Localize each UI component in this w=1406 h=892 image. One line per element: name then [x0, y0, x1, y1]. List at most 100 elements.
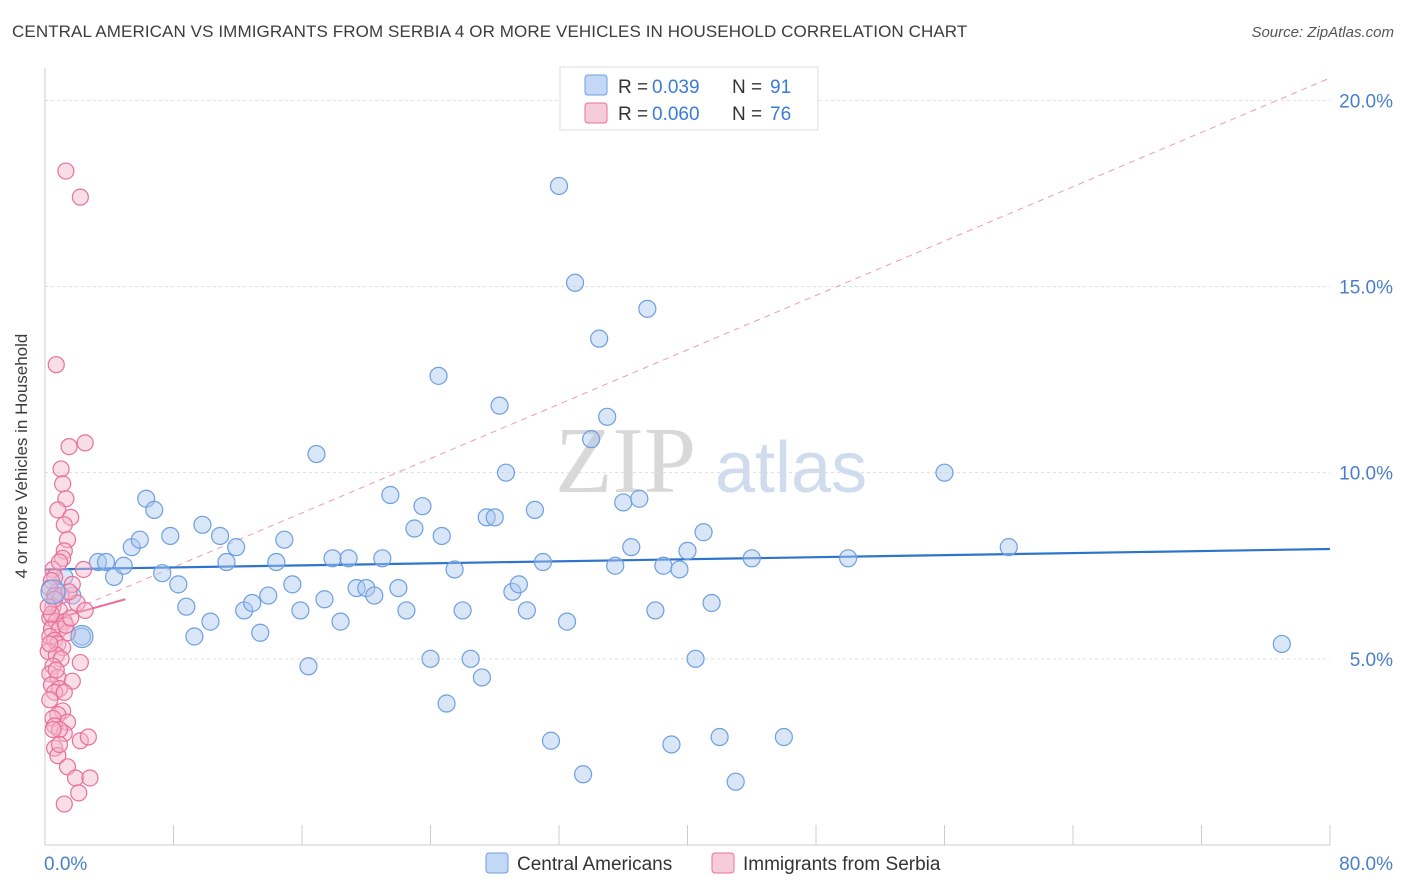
point-central-american — [590, 329, 609, 348]
watermark: ZIP atlas — [555, 409, 867, 513]
legend-bottom-label-serbia: Immigrants from Serbia — [743, 854, 941, 875]
legend-bottom-label-central-americans: Central Americans — [517, 854, 672, 875]
point-serbia — [71, 732, 89, 750]
point-central-american — [472, 668, 491, 687]
point-serbia — [55, 516, 73, 534]
point-central-american — [565, 273, 585, 292]
point-central-american — [177, 597, 196, 616]
point-central-american — [161, 526, 180, 546]
source-label: Source: ZipAtlas.com — [1251, 24, 1394, 41]
point-central-american — [598, 407, 617, 426]
point-serbia — [76, 601, 94, 620]
point-central-american — [405, 519, 424, 538]
point-central-american — [307, 444, 326, 464]
point-central-american — [429, 366, 448, 385]
point-serbia — [39, 598, 57, 616]
data-points — [39, 162, 1291, 813]
legend-r-label: R = — [618, 104, 648, 125]
point-central-american — [525, 500, 545, 520]
legend-bottom: Central Americans Immigrants from Serbia — [485, 852, 941, 875]
point-central-american — [517, 601, 536, 620]
point-central-american — [201, 612, 220, 631]
legend-r-label: R = — [618, 77, 648, 98]
point-serbia — [57, 162, 75, 180]
point-central-american — [153, 564, 172, 583]
watermark-atlas: atlas — [715, 428, 867, 508]
point-central-american — [210, 526, 230, 546]
point-central-american — [432, 526, 451, 546]
point-central-american — [421, 649, 440, 668]
point-serbia — [60, 438, 78, 456]
point-central-american — [130, 530, 149, 549]
point-central-american — [389, 578, 408, 598]
y-tick-label: 10.0% — [1339, 464, 1393, 485]
point-central-american — [193, 515, 212, 534]
point-central-american — [670, 560, 689, 579]
point-central-american — [702, 593, 721, 613]
point-serbia — [41, 691, 59, 709]
point-central-american — [217, 552, 236, 572]
point-serbia — [44, 720, 62, 739]
point-central-american — [323, 549, 342, 568]
point-central-american — [251, 623, 270, 642]
point-central-american — [461, 649, 480, 668]
point-central-american — [662, 735, 681, 754]
point-serbia — [81, 769, 99, 787]
y-tick-label: 5.0% — [1350, 650, 1393, 671]
point-central-american — [291, 601, 310, 620]
trend-line-serbia-extended — [44, 77, 1331, 623]
point-serbia — [79, 728, 97, 746]
point-central-american — [557, 612, 577, 631]
grid-lines — [45, 99, 1330, 660]
point-central-american — [397, 601, 416, 620]
y-tick-label: 20.0% — [1339, 91, 1393, 112]
legend-n-value: 76 — [770, 104, 791, 125]
legend-n-label: N = — [732, 104, 762, 125]
point-central-american — [445, 560, 464, 579]
point-central-american — [347, 578, 366, 598]
point-serbia — [74, 560, 93, 579]
point-central-american — [839, 549, 858, 568]
legend-swatch-central-americans — [584, 74, 608, 96]
point-central-american — [710, 727, 729, 747]
point-serbia — [41, 635, 59, 653]
point-central-american — [267, 552, 286, 572]
point-serbia — [66, 769, 85, 787]
point-central-american — [726, 772, 745, 791]
x-tick-label: 0.0% — [44, 854, 87, 875]
point-central-american — [774, 727, 793, 747]
point-central-american — [485, 508, 504, 527]
point-central-american — [185, 627, 204, 646]
point-serbia — [55, 795, 73, 813]
point-serbia — [71, 653, 89, 672]
point-central-american — [381, 485, 400, 505]
point-central-american — [582, 430, 601, 449]
point-central-american — [373, 549, 392, 568]
point-central-american — [999, 538, 1018, 557]
point-central-american — [638, 299, 657, 318]
point-central-american — [573, 765, 593, 784]
point-serbia — [50, 720, 69, 739]
point-serbia — [76, 434, 94, 452]
point-central-american — [453, 601, 472, 620]
point-serbia — [47, 661, 65, 679]
legend-bottom-swatch-serbia — [711, 852, 735, 874]
point-central-american — [490, 396, 509, 415]
point-central-american — [331, 612, 350, 631]
legend-bottom-swatch-central-americans — [485, 852, 509, 874]
point-central-american — [654, 556, 673, 575]
point-central-american — [622, 538, 641, 557]
point-central-american — [630, 489, 649, 508]
point-serbia — [52, 460, 70, 478]
point-serbia — [70, 784, 88, 802]
point-serbia — [47, 356, 65, 374]
point-central-american — [686, 649, 705, 668]
point-serbia — [58, 531, 77, 549]
point-serbia — [49, 501, 67, 519]
legend-n-label: N = — [732, 77, 762, 98]
point-central-american — [549, 176, 569, 196]
point-central-american — [283, 575, 302, 594]
chart-title: CENTRAL AMERICAN VS IMMIGRANTS FROM SERB… — [12, 22, 968, 41]
point-central-american — [259, 586, 278, 605]
